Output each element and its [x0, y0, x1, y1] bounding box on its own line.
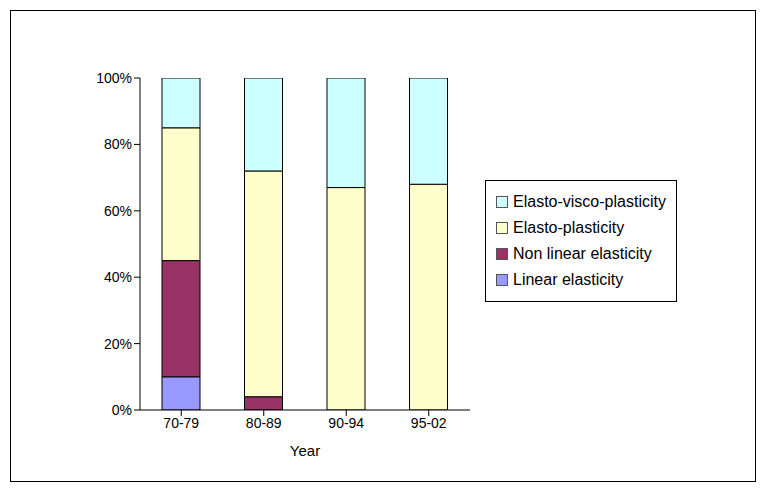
svg-text:40%: 40% — [104, 269, 132, 285]
html-text:Elasto-visco-plasticity: Elasto-visco-plasticity — [513, 193, 666, 210]
svg-text:0%: 0% — [112, 402, 132, 418]
svg-text:95-02: 95-02 — [411, 415, 447, 431]
html-text:Elasto-plasticity: Elasto-plasticity — [513, 219, 625, 236]
svg-text:80-89: 80-89 — [246, 415, 282, 431]
svg-text:60%: 60% — [104, 203, 132, 219]
svg-text:80%: 80% — [104, 136, 132, 152]
svg-text:70-79: 70-79 — [163, 415, 199, 431]
svg-text:90-94: 90-94 — [328, 415, 364, 431]
svg-text:100%: 100% — [96, 70, 132, 86]
html-text:Linear elasticity: Linear elasticity — [513, 271, 624, 288]
html-text:Non linear elasticity: Non linear elasticity — [513, 245, 652, 262]
svg-text:Year: Year — [290, 442, 320, 459]
svg-text:20%: 20% — [104, 336, 132, 352]
